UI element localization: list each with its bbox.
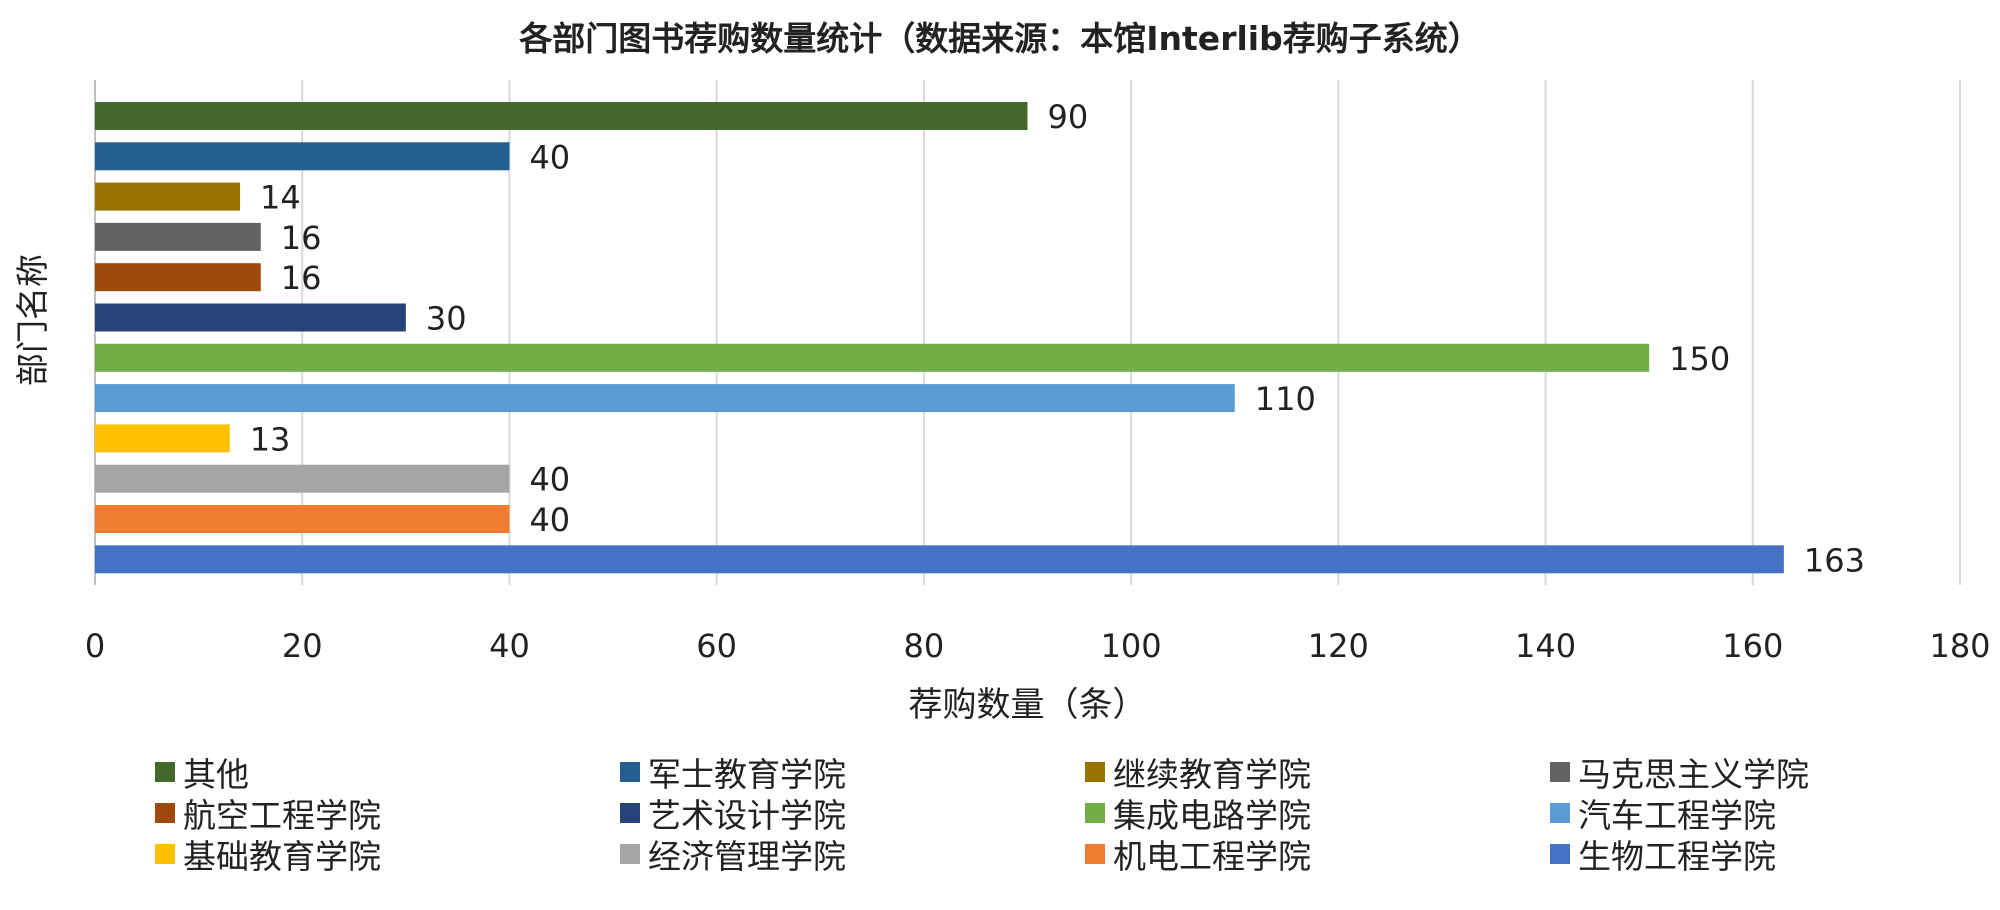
legend-label: 经济管理学院 xyxy=(648,837,846,876)
legend-item: 军士教育学院 xyxy=(620,752,846,794)
legend-label: 其他 xyxy=(183,755,249,794)
data-label: 40 xyxy=(529,501,570,539)
legend-label: 航空工程学院 xyxy=(183,796,381,835)
data-label: 40 xyxy=(529,138,570,176)
bar xyxy=(95,464,510,493)
legend-swatch xyxy=(1085,844,1105,864)
legend-swatch xyxy=(1550,803,1570,823)
data-label: 13 xyxy=(250,420,291,458)
bar xyxy=(95,545,1784,574)
legend-item: 继续教育学院 xyxy=(1085,752,1311,794)
legend-label: 汽车工程学院 xyxy=(1578,796,1776,835)
legend-label: 生物工程学院 xyxy=(1578,837,1776,876)
bar xyxy=(95,384,1235,413)
data-label: 16 xyxy=(281,259,322,297)
legend-item: 其他 xyxy=(155,752,249,794)
data-label: 16 xyxy=(281,219,322,257)
data-label: 110 xyxy=(1255,380,1316,418)
bar xyxy=(95,424,230,453)
legend-swatch xyxy=(155,844,175,864)
legend-swatch xyxy=(1550,844,1570,864)
legend-label: 基础教育学院 xyxy=(183,837,381,876)
legend-label: 马克思主义学院 xyxy=(1578,755,1809,794)
legend-swatch xyxy=(1550,762,1570,782)
legend-swatch xyxy=(620,803,640,823)
x-tick-label: 100 xyxy=(1101,627,1162,665)
data-label: 14 xyxy=(260,179,301,217)
legend-item: 机电工程学院 xyxy=(1085,834,1311,876)
x-tick-label: 80 xyxy=(904,627,945,665)
legend-label: 军士教育学院 xyxy=(648,755,846,794)
data-label: 150 xyxy=(1669,340,1730,378)
x-tick-label: 40 xyxy=(489,627,530,665)
x-tick-label: 0 xyxy=(85,627,105,665)
x-tick-label: 140 xyxy=(1515,627,1576,665)
legend-label: 艺术设计学院 xyxy=(648,796,846,835)
bar xyxy=(95,182,241,211)
legend-swatch xyxy=(155,762,175,782)
legend-swatch xyxy=(620,762,640,782)
bar xyxy=(95,222,261,251)
x-tick-label: 160 xyxy=(1722,627,1783,665)
data-label: 90 xyxy=(1048,98,1089,136)
legend-item: 艺术设计学院 xyxy=(620,793,846,835)
legend-item: 基础教育学院 xyxy=(155,834,381,876)
legend-item: 集成电路学院 xyxy=(1085,793,1311,835)
bar xyxy=(95,505,510,533)
bar xyxy=(95,343,1650,372)
x-axis-label: 荐购数量（条） xyxy=(908,685,1147,725)
bar xyxy=(95,303,406,332)
data-label: 40 xyxy=(529,461,570,499)
legend-swatch xyxy=(155,803,175,823)
bar xyxy=(95,102,1028,130)
x-tick-label: 20 xyxy=(282,627,323,665)
legend-item: 马克思主义学院 xyxy=(1550,752,1809,794)
x-tick-label: 60 xyxy=(696,627,737,665)
legend-label: 继续教育学院 xyxy=(1113,755,1311,794)
data-label: 30 xyxy=(426,300,467,338)
x-tick-label: 180 xyxy=(1929,627,1990,665)
data-label: 163 xyxy=(1804,541,1865,579)
bar xyxy=(95,142,510,171)
legend-item: 航空工程学院 xyxy=(155,793,381,835)
legend-item: 经济管理学院 xyxy=(620,834,846,876)
legend-swatch xyxy=(1085,762,1105,782)
x-tick-label: 120 xyxy=(1308,627,1369,665)
legend-swatch xyxy=(1085,803,1105,823)
bar xyxy=(95,263,261,292)
legend-label: 集成电路学院 xyxy=(1113,796,1311,835)
legend-label: 机电工程学院 xyxy=(1113,837,1311,876)
chart-title: 各部门图书荐购数量统计（数据来源：本馆Interlib荐购子系统） xyxy=(519,19,1481,58)
legend-item: 汽车工程学院 xyxy=(1550,793,1776,835)
legend-swatch xyxy=(620,844,640,864)
legend-item: 生物工程学院 xyxy=(1550,834,1776,876)
